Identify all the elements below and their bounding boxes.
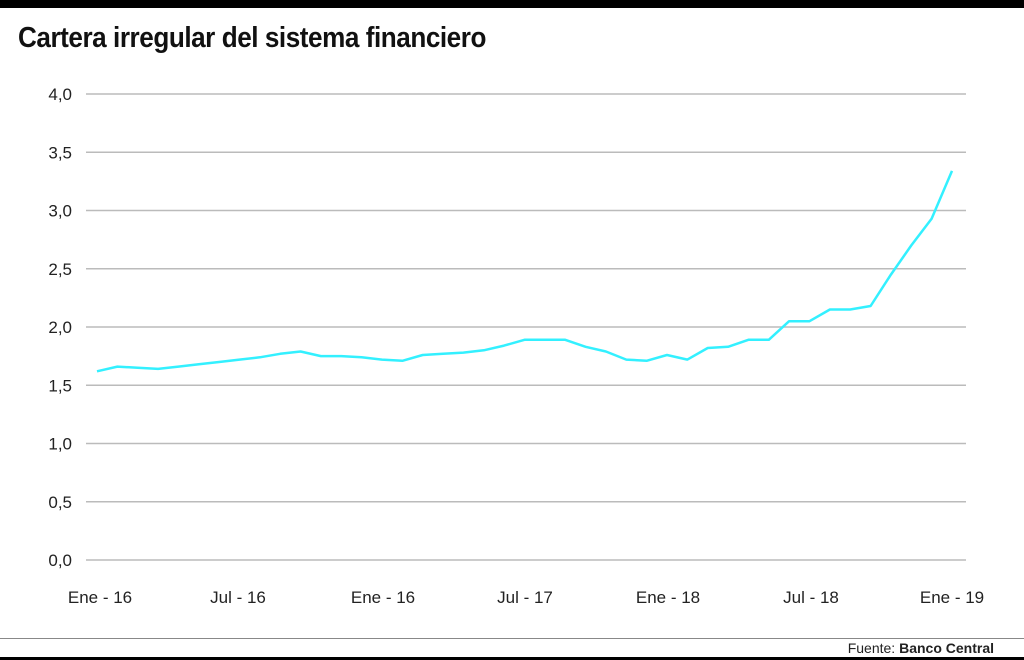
x-tick-label: Jul - 16 bbox=[210, 588, 266, 607]
y-tick-label: 1,0 bbox=[48, 435, 72, 454]
chart-title: Cartera irregular del sistema financiero bbox=[18, 22, 486, 54]
y-tick-label: 1,5 bbox=[48, 376, 72, 395]
y-tick-label: 3,0 bbox=[48, 202, 72, 221]
y-tick-label: 2,0 bbox=[48, 318, 72, 337]
y-tick-label: 2,5 bbox=[48, 260, 72, 279]
y-tick-label: 0,5 bbox=[48, 493, 72, 512]
source-label: Fuente: bbox=[847, 640, 896, 656]
top-border bbox=[0, 0, 1024, 8]
x-tick-label: Jul - 18 bbox=[783, 588, 839, 607]
source-name: Banco Central bbox=[899, 640, 994, 656]
y-tick-label: 0,0 bbox=[48, 551, 72, 570]
series-line bbox=[96, 170, 954, 373]
footer-divider bbox=[0, 638, 1024, 639]
y-tick-label: 3,5 bbox=[48, 143, 72, 162]
x-tick-label: Jul - 17 bbox=[497, 588, 553, 607]
bottom-border bbox=[0, 657, 1024, 660]
x-tick-label: Ene - 16 bbox=[68, 588, 132, 607]
x-tick-label: Ene - 16 bbox=[351, 588, 415, 607]
x-tick-label: Ene - 18 bbox=[636, 588, 700, 607]
source-note: Fuente: Banco Central bbox=[848, 640, 994, 656]
x-tick-label: Ene - 19 bbox=[920, 588, 984, 607]
y-tick-label: 4,0 bbox=[48, 85, 72, 104]
